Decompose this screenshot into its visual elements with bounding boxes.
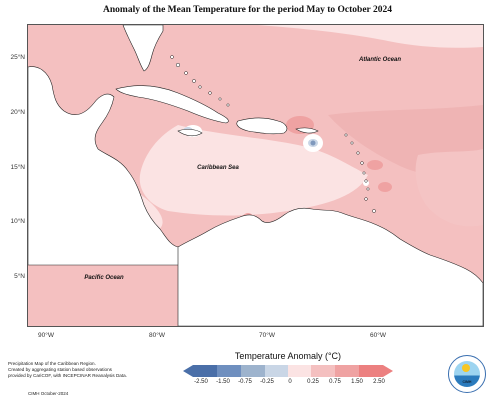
legend-tick: -2.50 xyxy=(194,379,208,385)
logo-text: CIMH xyxy=(462,380,472,384)
legend-swatch-6 xyxy=(335,365,359,377)
label-caribbean-sea: Caribbean Sea xyxy=(197,165,239,171)
lon-label-60: 60°W xyxy=(370,332,386,339)
anomaly-neutral-small xyxy=(363,180,369,186)
legend-tick: 0 xyxy=(288,379,292,385)
sun-icon xyxy=(462,364,470,372)
footer-notes: Precipitation Map of the Caribbean Regio… xyxy=(8,361,158,380)
lon-label-70: 70°W xyxy=(259,332,275,339)
land-bahamas xyxy=(170,55,230,107)
lat-label-20: 20°N xyxy=(10,109,25,116)
land-south-america xyxy=(177,207,483,326)
legend-tick: 0.25 xyxy=(307,379,319,385)
lat-label-10: 10°N xyxy=(10,218,25,225)
label-atlantic-ocean: Atlantic Ocean xyxy=(358,57,401,63)
footer-line-2: Created by aggregating station based obs… xyxy=(8,367,112,373)
legend-tick: 1.50 xyxy=(351,379,363,385)
legend-ticks: -2.50 -1.50 -0.75 -0.25 0 0.25 0.75 1.50… xyxy=(183,379,393,389)
legend-arrow-left xyxy=(183,365,193,377)
footer-line-3: provided by CariCOF, with INCEPCINAR Rea… xyxy=(8,373,127,379)
legend: Temperature Anomaly (°C) -2.50 -1.50 -0.… xyxy=(183,351,393,395)
legend-tick: -0.25 xyxy=(260,379,274,385)
legend-swatch-5 xyxy=(311,365,335,377)
anomaly-cool-pr-core xyxy=(310,140,316,146)
lon-label-80: 80°W xyxy=(149,332,165,339)
legend-tick: 2.50 xyxy=(373,379,385,385)
legend-tick: 0.75 xyxy=(329,379,341,385)
cimh-logo: CIMH xyxy=(448,355,486,393)
land-central-america xyxy=(28,66,189,266)
legend-tick: -0.75 xyxy=(238,379,252,385)
label-pacific-ocean: Pacific Ocean xyxy=(84,275,124,281)
map-title: Anomaly of the Mean Temperature for the … xyxy=(103,5,392,15)
legend-swatch-7 xyxy=(359,365,383,377)
footer-line-1: Precipitation Map of the Caribbean Regio… xyxy=(8,361,96,366)
footer-date: CIMH October-2024 xyxy=(28,391,69,396)
lon-label-90: 90°W xyxy=(38,332,54,339)
lat-label-5: 5°N xyxy=(14,273,25,280)
land-puerto-rico xyxy=(295,127,319,134)
lat-label-25: 25°N xyxy=(10,54,25,61)
anomaly-hotspot-lesser-antilles xyxy=(367,160,383,170)
legend-swatch-3 xyxy=(265,365,288,377)
legend-swatch-0 xyxy=(193,365,217,377)
anomaly-map: Atlantic Ocean Caribbean Sea Pacific Oce… xyxy=(28,25,483,326)
land-hispaniola xyxy=(236,117,288,135)
land-florida xyxy=(122,25,164,72)
map-area: Atlantic Ocean Caribbean Sea Pacific Oce… xyxy=(27,24,484,327)
land-cuba xyxy=(115,85,229,124)
anomaly-hotspot-barbados xyxy=(378,182,392,192)
anomaly-caribbean-light xyxy=(139,125,368,216)
legend-swatch-1 xyxy=(217,365,241,377)
land-lesser-antilles xyxy=(344,133,376,213)
lat-label-15: 15°N xyxy=(10,164,25,171)
legend-colorbar xyxy=(183,365,393,377)
legend-swatch-4 xyxy=(288,365,311,377)
land-jamaica xyxy=(177,128,203,137)
anomaly-light-north xyxy=(258,25,483,48)
logo-globe-icon xyxy=(454,361,480,387)
legend-arrow-right xyxy=(383,365,393,377)
legend-tick: -1.50 xyxy=(216,379,230,385)
legend-swatch-2 xyxy=(241,365,265,377)
anomaly-east-patch xyxy=(415,149,483,227)
legend-title: Temperature Anomaly (°C) xyxy=(234,351,342,361)
